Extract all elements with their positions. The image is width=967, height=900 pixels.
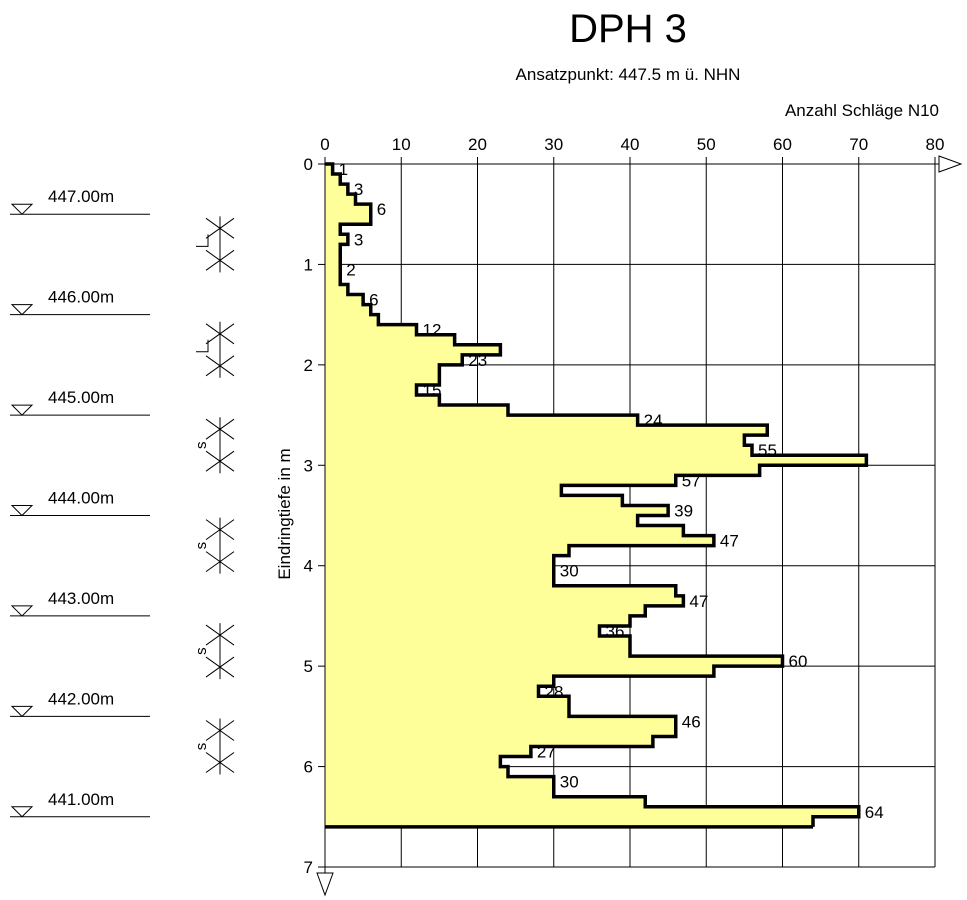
elevation-label: 446.00m: [48, 288, 114, 307]
elevation-label: 444.00m: [48, 489, 114, 508]
elevation-label: 445.00m: [48, 388, 114, 407]
soil-symbol-diagonal: [205, 656, 235, 678]
y-axis-arrow: [316, 872, 334, 897]
x-tick-label: 50: [697, 135, 716, 154]
value-label: 12: [423, 321, 442, 340]
soil-symbol-label: s: [193, 542, 210, 550]
soil-symbol: s: [193, 417, 235, 474]
value-label: 30: [560, 773, 579, 792]
x-tick-label: 0: [320, 135, 329, 154]
soil-symbol-diagonal: [205, 217, 235, 239]
soil-symbol-diagonal: [205, 249, 235, 271]
value-label: 64: [865, 803, 884, 822]
elevation-triangle-icon: [10, 605, 34, 617]
soil-symbol-diagonal: [205, 752, 235, 773]
soil-symbol-mark: [196, 234, 209, 247]
elevation-label: 441.00m: [48, 790, 114, 809]
value-label: 47: [689, 592, 708, 611]
value-label: 47: [720, 532, 739, 551]
x-tick-label: 30: [544, 135, 563, 154]
value-label: 1: [339, 160, 348, 179]
elevation-label: 447.00m: [48, 187, 114, 206]
soil-symbol-label: s: [193, 441, 210, 449]
x-tick-label: 70: [849, 135, 868, 154]
y-tick-label: 7: [304, 858, 313, 877]
soil-symbol-diagonal: [205, 624, 235, 646]
x-axis-label: Anzahl Schläge N10: [785, 101, 939, 120]
x-tick-label: 40: [621, 135, 640, 154]
soil-symbol-diagonal: [205, 519, 235, 541]
x-axis-arrow: [938, 155, 963, 173]
elevation-triangle-icon: [10, 705, 34, 718]
soil-symbol: s: [193, 517, 235, 574]
value-label: 36: [606, 622, 625, 641]
y-tick-label: 0: [304, 155, 313, 174]
x-tick-label: 10: [392, 135, 411, 154]
y-tick-label: 6: [304, 758, 313, 777]
y-tick-label: 1: [304, 255, 313, 274]
value-label: 15: [423, 381, 442, 400]
value-label: 23: [468, 351, 487, 370]
value-label: 27: [537, 743, 556, 762]
value-label: 6: [377, 200, 386, 219]
value-label: 55: [758, 441, 777, 460]
value-label: 6: [369, 291, 378, 310]
soil-symbol-diagonal: [205, 418, 235, 440]
soil-symbol: [196, 216, 235, 273]
elevation-triangle-icon: [10, 203, 34, 215]
soil-symbol: [196, 321, 235, 378]
profile-outline: [325, 162, 869, 827]
penetration-profile: [325, 162, 869, 829]
soil-symbol-diagonal: [205, 551, 235, 573]
x-tick-label: 20: [468, 135, 487, 154]
value-label: 3: [354, 180, 363, 199]
chart-subtitle: Ansatzpunkt: 447.5 m ü. NHN: [516, 65, 741, 84]
elevation-triangle-icon: [10, 304, 34, 316]
soil-symbol-mark: [196, 339, 209, 353]
soil-symbol-diagonal: [205, 450, 235, 472]
elevation-levels: 447.00m 446.00m 445.00m 444.00m 443.00m 442.0…: [10, 187, 150, 818]
soil-symbol-diagonal: [205, 323, 235, 345]
value-label: 60: [789, 652, 808, 671]
elevation-triangle-icon: [10, 404, 34, 416]
y-tick-label: 3: [304, 456, 313, 475]
soil-symbol-diagonal: [205, 720, 235, 741]
x-tick-label: 60: [773, 135, 792, 154]
value-label: 24: [644, 411, 663, 430]
soil-symbol-diagonal: [205, 355, 235, 377]
value-label: 46: [682, 712, 701, 731]
elevation-triangle-icon: [10, 806, 34, 818]
value-label: 57: [682, 471, 701, 490]
value-label: 39: [674, 501, 693, 520]
value-label: 30: [560, 562, 579, 581]
soil-symbol-label: s: [193, 743, 210, 751]
chart-title: DPH 3: [569, 7, 687, 51]
y-tick-label: 5: [304, 657, 313, 676]
elevation-triangle-icon: [10, 505, 34, 517]
y-tick-label: 2: [304, 356, 313, 375]
value-label: 28: [545, 682, 564, 701]
y-tick-label: 4: [304, 557, 313, 576]
elevation-label: 443.00m: [48, 589, 114, 608]
value-label: 3: [354, 230, 363, 249]
soil-symbol-label: s: [193, 647, 210, 655]
value-label: 2: [346, 260, 355, 279]
soil-symbols: s s s s: [193, 216, 235, 775]
y-axis-label: Eindringtiefe in m: [275, 448, 294, 579]
x-tick-label: 80: [926, 135, 945, 154]
elevation-label: 442.00m: [48, 689, 114, 708]
soil-symbol: s: [193, 718, 235, 775]
soil-symbol: s: [193, 623, 235, 680]
